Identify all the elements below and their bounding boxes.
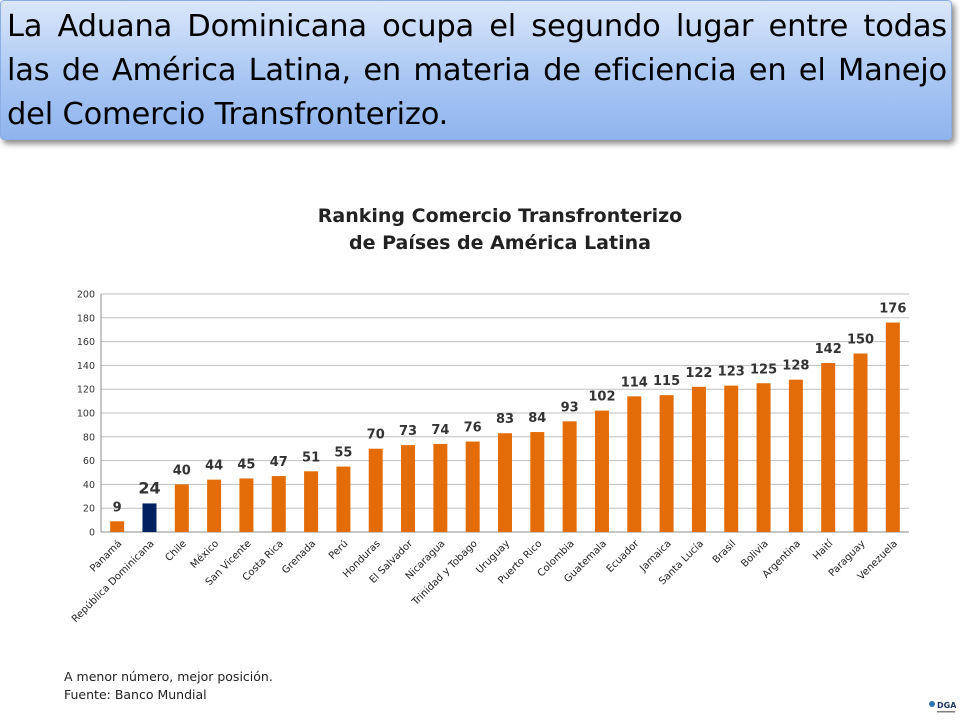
bar (174, 484, 189, 532)
data-label: 150 (847, 333, 874, 348)
data-label: 84 (528, 411, 546, 426)
headline-text: La Aduana Dominicana ocupa el segundo lu… (7, 9, 947, 132)
data-label: 73 (399, 424, 417, 439)
bar (627, 396, 642, 532)
bar (336, 466, 351, 532)
bar (885, 322, 900, 532)
y-tick-label: 160 (77, 337, 95, 348)
bar (110, 521, 125, 532)
headline-banner: La Aduana Dominicana ocupa el segundo lu… (0, 0, 952, 140)
y-tick-label: 40 (83, 480, 95, 491)
bar (756, 383, 771, 532)
chart-title-line1: Ranking Comercio Transfronterizo (317, 205, 683, 227)
logo-label: DGA (937, 701, 956, 710)
bar (142, 503, 157, 532)
category-label: Bolivia (739, 538, 770, 569)
data-label: 93 (561, 400, 579, 415)
y-tick-label: 200 (77, 290, 95, 301)
chart-title: Ranking Comercio Transfronterizo de País… (230, 203, 770, 257)
bar (433, 443, 448, 532)
category-label: Chile (163, 538, 188, 563)
y-tick-label: 100 (77, 409, 95, 420)
bar (562, 421, 577, 532)
data-label: 55 (334, 446, 352, 461)
footnote-note: A menor número, mejor posición. (64, 669, 273, 684)
y-tick-label: 180 (77, 313, 95, 324)
data-label: 102 (588, 390, 615, 405)
bar (788, 379, 803, 532)
bar (691, 386, 706, 532)
chart-title-line2: de Países de América Latina (349, 232, 651, 254)
data-label: 70 (367, 428, 385, 443)
data-label: 74 (431, 423, 449, 438)
dga-logo: DGA (929, 701, 956, 713)
bar (659, 395, 674, 532)
data-label: 125 (750, 362, 777, 377)
data-label: 114 (621, 375, 648, 390)
data-label: 47 (270, 455, 288, 470)
y-tick-label: 0 (89, 528, 95, 539)
data-label: 122 (685, 366, 712, 381)
data-label: 51 (302, 450, 320, 465)
bar (498, 433, 512, 532)
category-label: Haití (810, 537, 836, 563)
bar (853, 353, 868, 532)
bar (207, 479, 222, 532)
data-label: 142 (815, 342, 842, 357)
data-label: 128 (782, 359, 809, 374)
category-label: México (188, 538, 221, 571)
bar (401, 445, 416, 532)
data-label: 40 (173, 463, 191, 478)
data-label: 24 (138, 478, 160, 497)
category-label: Perú (326, 538, 350, 562)
bar (271, 476, 286, 532)
bar (304, 471, 319, 532)
data-label: 44 (205, 459, 223, 474)
category-label: Ecuador (605, 538, 642, 575)
bar (239, 478, 254, 532)
data-label: 76 (464, 421, 482, 436)
y-tick-label: 60 (83, 456, 95, 467)
data-label: 176 (879, 302, 906, 317)
bar (594, 410, 609, 532)
bar (821, 363, 836, 532)
y-tick-label: 80 (83, 432, 95, 443)
y-tick-label: 140 (77, 361, 95, 372)
y-tick-label: 120 (77, 385, 95, 396)
category-label: Brasil (711, 538, 738, 565)
category-label: Grenada (280, 538, 318, 576)
data-label: 123 (718, 365, 745, 380)
data-label: 9 (113, 500, 122, 515)
footnote: A menor número, mejor posición. Fuente: … (64, 668, 273, 704)
data-label: 45 (237, 457, 255, 472)
bar (530, 432, 545, 532)
data-label: 115 (653, 374, 680, 389)
y-tick-label: 20 (83, 504, 95, 515)
bar-chart: 0204060801001201401601802009Panamá24Repú… (69, 290, 909, 625)
logo-mark-icon (929, 701, 935, 707)
footnote-source: Fuente: Banco Mundial (64, 687, 207, 702)
bar (724, 385, 739, 532)
bar (465, 441, 480, 532)
data-label: 83 (496, 412, 514, 427)
bar (368, 448, 383, 532)
